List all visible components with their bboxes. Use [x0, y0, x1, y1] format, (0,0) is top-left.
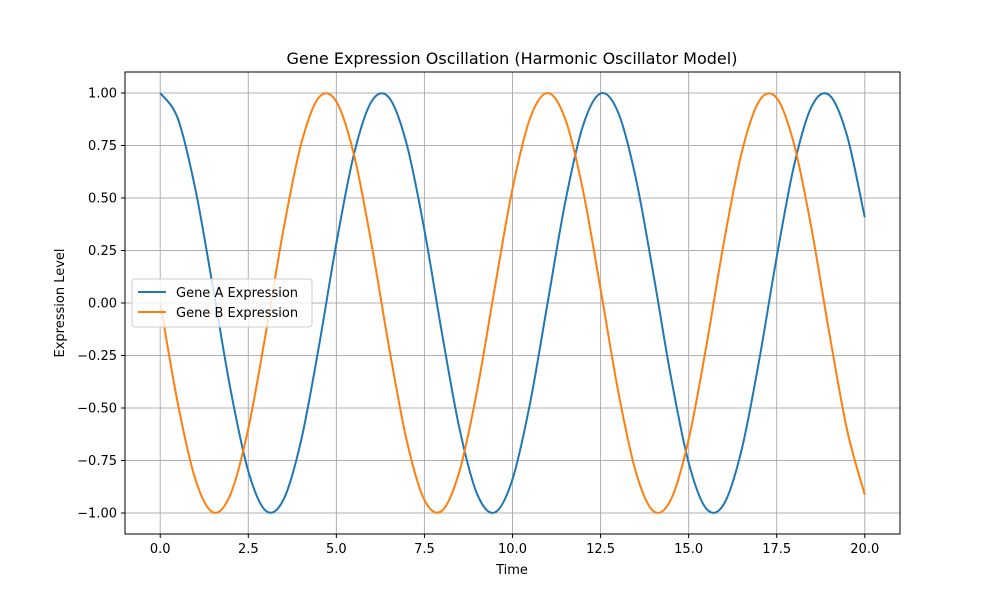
legend-box: [131, 278, 313, 328]
x-axis-label: Time: [495, 563, 528, 578]
y-tick-label: 0.50: [88, 192, 117, 207]
legend: Gene A Expression Gene B Expression: [131, 278, 313, 328]
chart-title: Gene Expression Oscillation (Harmonic Os…: [287, 49, 738, 68]
x-tick-label: 2.5: [238, 542, 259, 557]
x-tick-label: 12.5: [586, 542, 615, 557]
y-tick-label: 0.25: [88, 244, 117, 259]
x-tick-label: 7.5: [414, 542, 435, 557]
y-tick-label: −0.75: [77, 454, 117, 469]
x-tick-label: 17.5: [762, 542, 791, 557]
legend-label-gene-a: Gene A Expression: [176, 286, 298, 301]
x-axis-ticks: 0.0 2.5 5.0 7.5 10.0 12.5 15.0 17.5 20.0: [150, 534, 879, 557]
y-tick-label: −1.00: [77, 507, 117, 522]
series-line-gene-a: [159, 92, 866, 514]
y-tick-label: 0.00: [88, 297, 117, 312]
y-tick-label: 0.75: [88, 139, 117, 154]
y-tick-label: −0.25: [77, 349, 117, 364]
x-tick-label: 10.0: [498, 542, 527, 557]
series-line-gene-b: [159, 91, 866, 514]
y-axis-label: Expression Level: [53, 248, 68, 357]
legend-label-gene-b: Gene B Expression: [176, 306, 298, 321]
plot-frame: [124, 71, 901, 535]
x-tick-label: 5.0: [326, 542, 347, 557]
plot-series: [159, 91, 866, 514]
y-tick-label: 1.00: [88, 87, 117, 102]
grid-lines: [125, 72, 900, 534]
x-tick-label: 15.0: [674, 542, 703, 557]
y-axis-ticks: −1.00 −0.75 −0.50 −0.25 0.00 0.25 0.50 0.75 1.00: [77, 87, 125, 522]
x-tick-label: 20.0: [850, 542, 879, 557]
y-tick-label: −0.50: [77, 402, 117, 417]
x-tick-label: 0.0: [150, 542, 171, 557]
